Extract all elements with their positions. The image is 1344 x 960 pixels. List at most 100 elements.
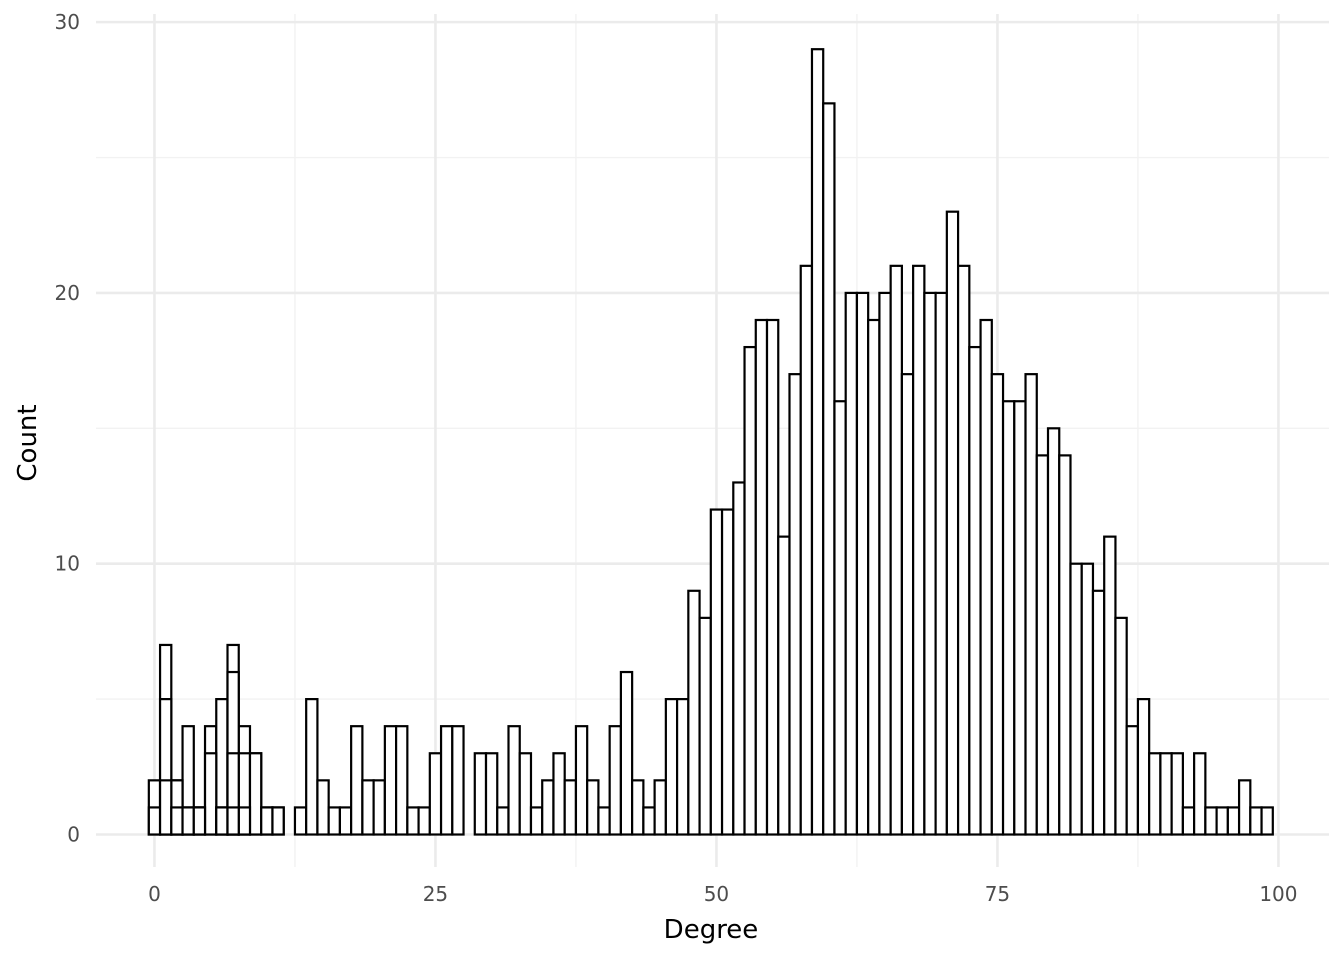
histogram-bar bbox=[1035, 454, 1050, 836]
histogram-bar bbox=[990, 373, 1005, 836]
histogram-bar bbox=[406, 806, 420, 836]
histogram-bar bbox=[1181, 806, 1196, 836]
histogram-bar bbox=[484, 752, 499, 836]
histogram-bar bbox=[428, 752, 443, 836]
histogram-bar bbox=[1204, 806, 1218, 836]
histogram-bar bbox=[900, 373, 915, 836]
histogram-bar bbox=[1125, 725, 1140, 836]
y-tick-label: 10 bbox=[55, 552, 80, 576]
histogram-bars bbox=[147, 48, 1274, 836]
histogram-bar bbox=[642, 806, 656, 836]
histogram-bar bbox=[1013, 400, 1027, 836]
histogram-bar bbox=[945, 210, 960, 836]
x-axis-tick-labels: 0 25 50 75 100 bbox=[148, 882, 1297, 906]
histogram-bar bbox=[912, 264, 926, 836]
histogram-bar bbox=[1215, 806, 1229, 836]
histogram-bar bbox=[473, 752, 488, 836]
x-tick-label: 0 bbox=[148, 882, 161, 906]
histogram-bar bbox=[743, 345, 757, 836]
histogram-bar bbox=[1001, 400, 1016, 836]
x-tick-label: 100 bbox=[1259, 882, 1297, 906]
histogram-bar bbox=[878, 291, 892, 836]
histogram-bar bbox=[293, 806, 308, 836]
histogram-bar bbox=[439, 725, 454, 836]
histogram-bar bbox=[1024, 373, 1038, 836]
histogram-bar bbox=[574, 725, 589, 836]
histogram-bar bbox=[1148, 752, 1162, 836]
histogram-bar bbox=[1058, 454, 1072, 836]
histogram-bar bbox=[867, 318, 881, 836]
histogram-bar bbox=[372, 779, 386, 836]
histogram-bar bbox=[956, 264, 971, 836]
histogram-bar bbox=[1103, 535, 1117, 836]
histogram-bar bbox=[552, 752, 566, 836]
histogram-bar bbox=[316, 779, 330, 836]
histogram-bar bbox=[529, 806, 544, 836]
histogram-bar bbox=[586, 779, 600, 836]
histogram-bar bbox=[1170, 752, 1184, 836]
histogram-bar bbox=[215, 806, 229, 836]
histogram-bar bbox=[327, 806, 342, 836]
histogram-bar bbox=[1193, 752, 1207, 836]
histogram-bar bbox=[1226, 806, 1241, 836]
histogram-bar bbox=[968, 345, 982, 836]
histogram-bar bbox=[383, 725, 398, 836]
x-tick-label: 75 bbox=[985, 882, 1010, 906]
histogram-bar bbox=[192, 806, 207, 836]
histogram-bar bbox=[653, 779, 667, 836]
histogram-bar bbox=[709, 508, 724, 836]
histogram-bar bbox=[1159, 752, 1173, 836]
histogram-bar bbox=[833, 400, 847, 836]
histogram-bar bbox=[889, 264, 903, 836]
histogram-bar bbox=[338, 806, 353, 836]
histogram-bar bbox=[1136, 698, 1151, 836]
histogram-bar bbox=[1249, 806, 1263, 836]
histogram-bar bbox=[248, 752, 263, 836]
histogram-bar bbox=[158, 779, 173, 836]
histogram-bar bbox=[541, 779, 555, 836]
histogram-bar bbox=[271, 806, 285, 836]
histogram-bar bbox=[788, 373, 802, 836]
histogram-bar bbox=[732, 481, 746, 836]
histogram-bar bbox=[496, 806, 510, 836]
histogram-bar bbox=[855, 291, 870, 836]
histogram-bar bbox=[417, 806, 431, 836]
histogram-bar bbox=[147, 806, 162, 836]
histogram-bar bbox=[675, 698, 690, 836]
histogram-bar bbox=[765, 318, 780, 836]
histogram-bar bbox=[608, 725, 622, 836]
histogram-bar bbox=[844, 291, 859, 836]
histogram-bar bbox=[451, 725, 465, 836]
histogram-bar bbox=[350, 725, 364, 836]
histogram-bar bbox=[664, 698, 679, 836]
histogram-bar bbox=[687, 589, 701, 836]
histogram-bar bbox=[237, 806, 252, 836]
histogram-bar bbox=[799, 264, 814, 836]
histogram-bar bbox=[203, 752, 218, 836]
histogram-bar bbox=[563, 779, 578, 836]
y-tick-label: 20 bbox=[55, 281, 80, 305]
histogram-bar bbox=[226, 806, 240, 836]
histogram-bar bbox=[395, 725, 409, 836]
histogram-bar bbox=[507, 725, 521, 836]
y-axis-tick-labels: 0 10 20 30 bbox=[55, 10, 80, 846]
histogram-bar bbox=[619, 670, 634, 836]
histogram-bar bbox=[518, 752, 533, 836]
histogram-bar bbox=[1080, 562, 1095, 836]
histogram-bar bbox=[754, 318, 769, 836]
histogram-bar bbox=[260, 806, 274, 836]
x-tick-label: 25 bbox=[423, 882, 448, 906]
histogram-bar bbox=[361, 779, 375, 836]
histogram-bar bbox=[170, 806, 184, 836]
y-tick-label: 0 bbox=[67, 823, 80, 847]
histogram-bar bbox=[720, 508, 735, 836]
histogram-bar bbox=[1260, 806, 1274, 836]
x-axis-title: Degree bbox=[664, 915, 759, 945]
histogram-bar bbox=[1237, 779, 1252, 836]
x-tick-label: 50 bbox=[704, 882, 729, 906]
histogram-bar bbox=[597, 806, 611, 836]
histogram-bar bbox=[777, 535, 791, 836]
y-axis-title: Count bbox=[13, 404, 43, 481]
histogram-bar bbox=[698, 616, 712, 836]
